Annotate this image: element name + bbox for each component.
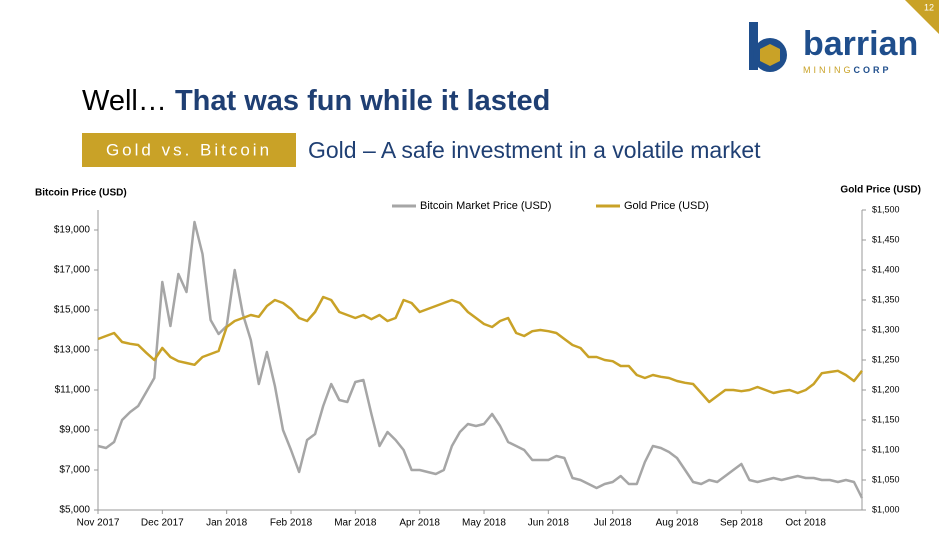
y2-tick-label: $1,250 <box>872 354 900 364</box>
y2-tick-label: $1,350 <box>872 294 900 304</box>
y2-tick-label: $1,200 <box>872 384 900 394</box>
y-tick-label: $11,000 <box>55 385 91 396</box>
y2-tick-label: $1,300 <box>872 324 900 334</box>
y2-axis-title: Gold Price (USD) <box>840 185 921 196</box>
y2-tick-label: $1,050 <box>872 474 900 484</box>
y-tick-label: $17,000 <box>54 265 91 276</box>
logo-icon <box>749 22 787 72</box>
logo-tagline: MININGCORP <box>803 65 892 75</box>
x-tick-label: Jan 2018 <box>206 518 248 529</box>
y-axis-title: Bitcoin Price (USD) <box>35 188 127 199</box>
x-tick-label: Aug 2018 <box>656 518 699 529</box>
page-number: 12 <box>924 2 934 12</box>
y-tick-label: $9,000 <box>59 425 90 436</box>
x-tick-label: Apr 2018 <box>399 518 440 529</box>
y-tick-label: $7,000 <box>59 465 90 476</box>
x-tick-label: Jun 2018 <box>528 518 570 529</box>
y2-tick-label: $1,450 <box>872 234 900 244</box>
x-tick-label: Oct 2018 <box>785 518 826 529</box>
x-tick-label: May 2018 <box>462 518 506 529</box>
series-line <box>97 295 863 404</box>
title-emphasis: That was fun while it lasted <box>175 85 550 117</box>
title: Well… That was fun while it lasted <box>82 85 550 117</box>
title-lead: Well… <box>82 85 167 117</box>
x-tick-label: Dec 2017 <box>141 518 184 529</box>
y2-tick-label: $1,400 <box>872 264 900 274</box>
y2-tick-label: $1,000 <box>872 504 900 514</box>
y-tick-label: $19,000 <box>54 225 91 236</box>
corner-tab <box>905 0 939 34</box>
series-line <box>97 220 864 499</box>
subtitle: Gold – A safe investment in a volatile m… <box>308 137 761 163</box>
x-tick-label: Mar 2018 <box>334 518 377 529</box>
y-tick-label: $15,000 <box>54 305 91 316</box>
logo-tag-gold: MINING <box>803 65 854 75</box>
y2-tick-label: $1,500 <box>872 204 900 214</box>
x-tick-label: Nov 2017 <box>77 518 120 529</box>
logo-name: barrian <box>803 25 918 63</box>
x-tick-label: Sep 2018 <box>720 518 763 529</box>
x-tick-label: Jul 2018 <box>594 518 632 529</box>
legend-label: Bitcoin Market Price (USD) <box>420 200 551 212</box>
y2-tick-label: $1,150 <box>872 414 900 424</box>
y-tick-label: $5,000 <box>59 505 90 516</box>
y2-tick-label: $1,100 <box>872 444 900 454</box>
x-tick-label: Feb 2018 <box>270 518 313 529</box>
y-tick-label: $13,000 <box>54 345 91 356</box>
badge-bg <box>82 133 296 167</box>
legend-label: Gold Price (USD) <box>624 200 709 212</box>
badge: Gold vs. Bitcoin <box>106 140 272 159</box>
logo-tag-blue: CORP <box>854 65 892 75</box>
